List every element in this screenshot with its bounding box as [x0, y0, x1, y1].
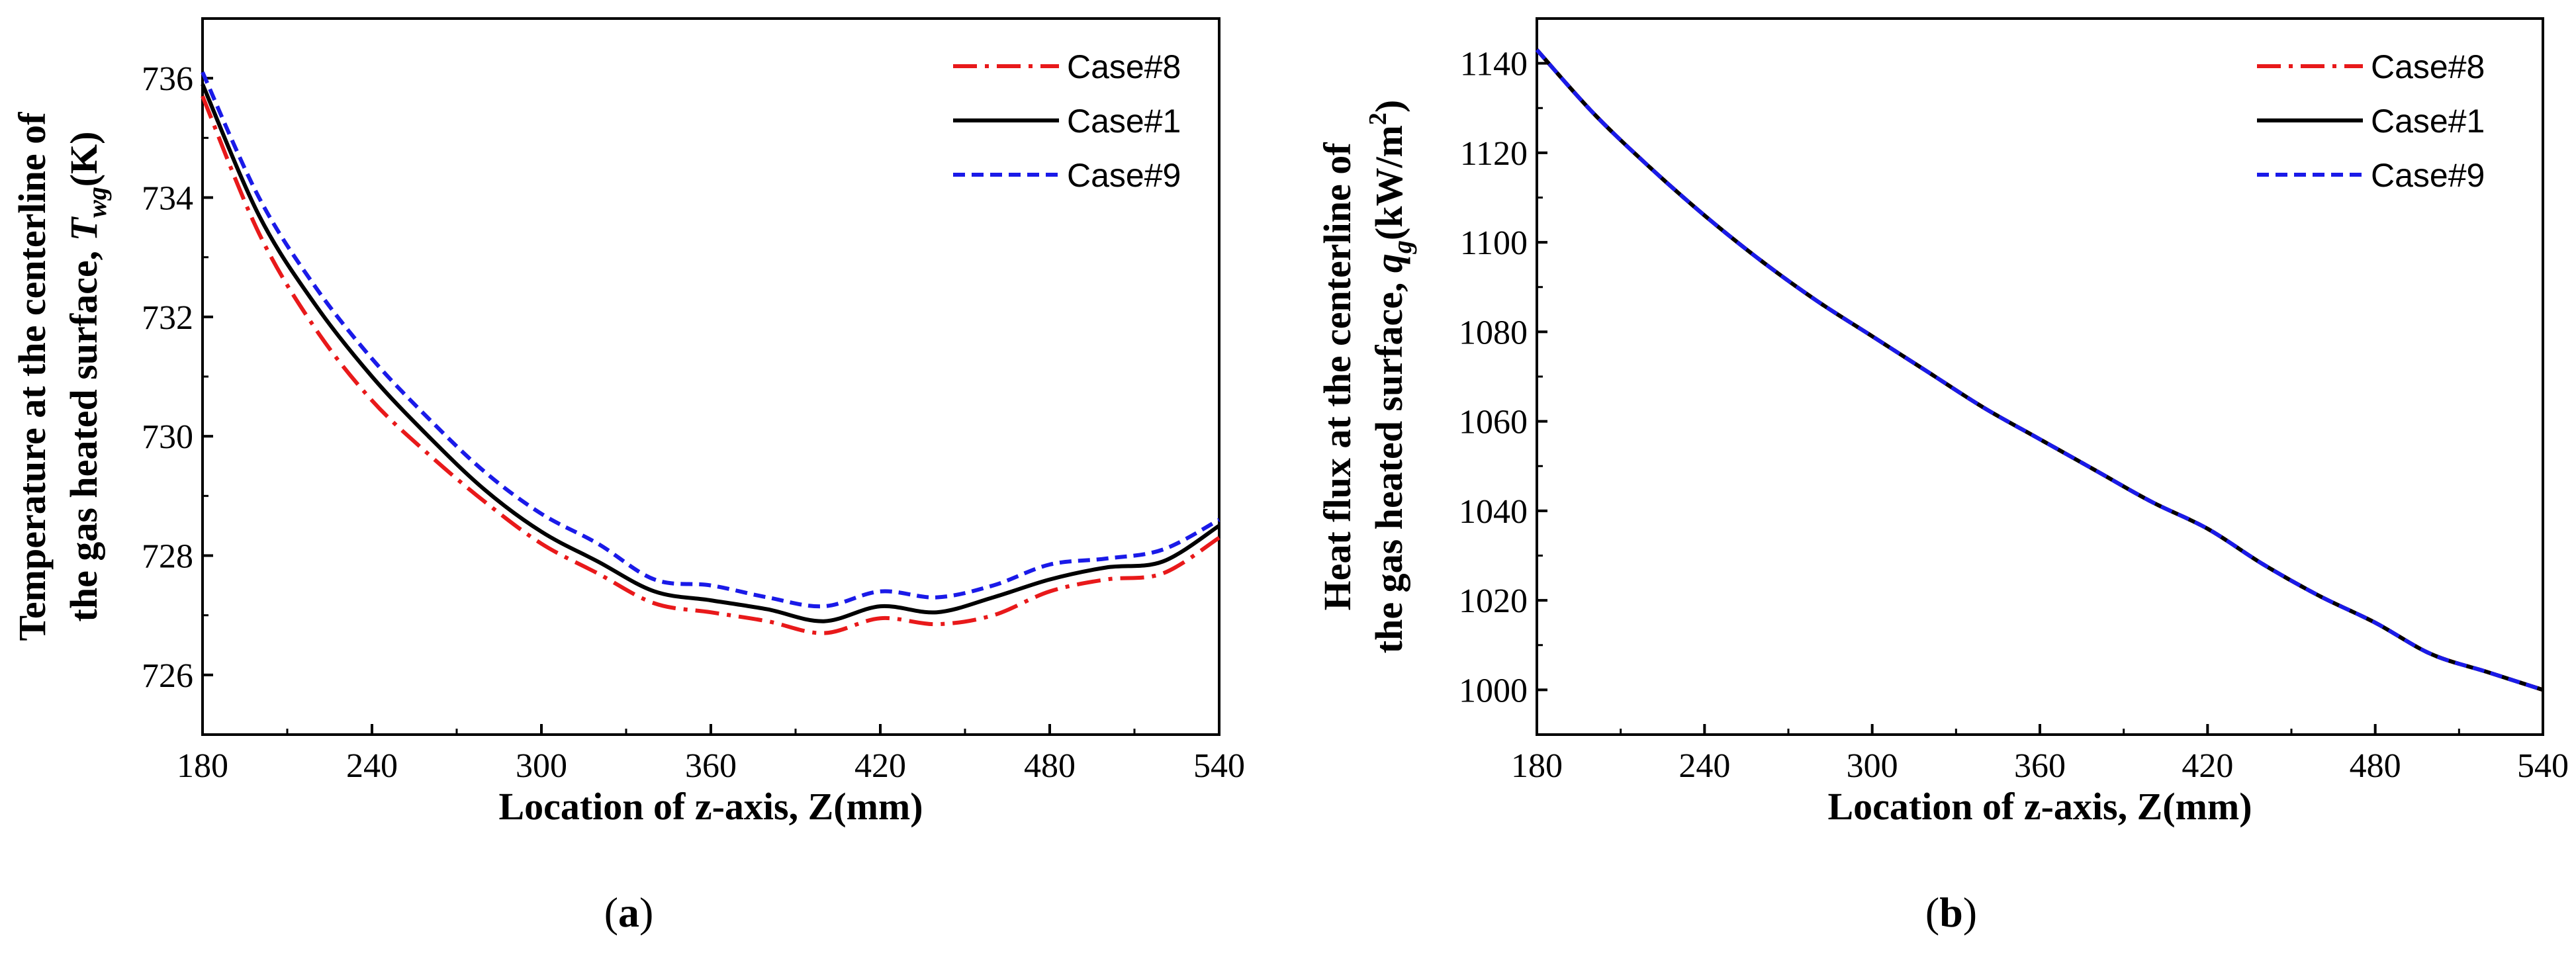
y-axis-symbol: T	[62, 216, 105, 241]
series-line-case1	[201, 83, 1220, 623]
series-line-case9	[201, 71, 1220, 609]
y-axis-title: Temperature at the centerline of the gas…	[11, 112, 112, 641]
y-tick-label: 1080	[1459, 314, 1528, 351]
y-axis-ticks: 726 728 730 732 734 736	[142, 60, 213, 695]
x-tick-label: 540	[1193, 747, 1245, 785]
y-axis-title-line2: the gas heated surface,	[1367, 273, 1410, 653]
panel-caption-b: (b)	[1925, 889, 1977, 936]
y-axis-unit: (K)	[62, 132, 105, 187]
legend-label: Case#9	[1067, 157, 1181, 194]
y-axis-unit-suffix: )	[1367, 100, 1410, 113]
x-tick-label: 540	[2517, 747, 2569, 785]
x-tick-label: 300	[516, 747, 567, 785]
x-axis-ticks: 180 240 300 360 420 480 540	[1511, 724, 2569, 785]
legend-label: Case#8	[1067, 48, 1181, 85]
y-tick-label: 1120	[1460, 135, 1528, 173]
y-tick-label: 1040	[1459, 493, 1528, 531]
y-axis-symbol: q	[1367, 253, 1410, 273]
y-tick-label: 1060	[1459, 404, 1528, 441]
series-line-case9	[1535, 48, 2544, 692]
x-tick-label: 480	[1024, 747, 1076, 785]
y-tick-label: 726	[142, 657, 193, 695]
svg-text:the gas heated surface, Twg(K): the gas heated surface, Twg(K)	[62, 132, 112, 622]
svg-text:Temperature at the centerline: Temperature at the centerline of	[11, 112, 54, 641]
legend-label: Case#8	[2371, 48, 2485, 85]
y-axis-subscript: wg	[82, 187, 112, 218]
y-axis-title-line2: the gas heated surface,	[62, 241, 105, 621]
y-axis-title-line1: Temperature at the centerline of	[11, 112, 54, 641]
y-tick-label: 1100	[1460, 224, 1528, 262]
y-tick-label: 736	[142, 60, 193, 98]
x-axis-title: Location of z-axis, Z(mm)	[498, 785, 923, 828]
panel-caption-a: (a)	[604, 889, 654, 936]
x-tick-label: 420	[2182, 747, 2233, 785]
x-tick-label: 480	[2350, 747, 2401, 785]
chart-panel-b: 180 240 300 360 420 480 540 100010201040106010…	[1316, 17, 2569, 936]
series-lines	[1535, 48, 2544, 692]
svg-text:the gas heated surface, qg(kW/: the gas heated surface, qg(kW/m2)	[1364, 100, 1417, 653]
y-tick-label: 730	[142, 418, 193, 456]
svg-text:Heat flux at the centerline of: Heat flux at the centerline of	[1316, 142, 1359, 611]
y-tick-label: 1140	[1460, 46, 1528, 83]
x-tick-label: 180	[1511, 747, 1563, 785]
x-tick-label: 360	[2014, 747, 2066, 785]
legend-label: Case#1	[1067, 103, 1181, 140]
x-tick-label: 360	[685, 747, 737, 785]
y-axis-title: Heat flux at the centerline of the gas h…	[1316, 100, 1417, 653]
y-tick-label: 734	[142, 180, 193, 218]
y-axis-ticks: 1000 1020 1040 1060 1080 1100 1120 1140	[1459, 46, 1547, 709]
y-axis-subscript: g	[1387, 240, 1417, 254]
y-tick-label: 728	[142, 538, 193, 576]
x-axis-title: Location of z-axis, Z(mm)	[1827, 785, 2252, 828]
series-line-case8	[1535, 48, 2544, 692]
chart-panel-a: 180 240 300 360 420 480 540 726 728 730 732 734 736…	[11, 17, 1245, 936]
x-tick-label: 300	[1847, 747, 1898, 785]
y-axis-title-line1: Heat flux at the centerline of	[1316, 142, 1359, 611]
series-line-case8	[201, 95, 1220, 635]
y-tick-label: 1020	[1459, 582, 1528, 620]
x-tick-label: 180	[177, 747, 228, 785]
x-tick-label: 240	[346, 747, 398, 785]
legend-label: Case#9	[2371, 157, 2485, 194]
series-line-case1	[1535, 48, 2544, 692]
y-tick-label: 1000	[1459, 672, 1528, 709]
x-axis-ticks: 180 240 300 360 420 480 540	[177, 724, 1245, 785]
y-axis-unit-superscript: 2	[1364, 113, 1392, 125]
legend: Case#8 Case#1 Case#9	[2257, 48, 2485, 194]
legend-label: Case#1	[2371, 103, 2485, 140]
y-axis-unit-prefix: (kW/m	[1367, 125, 1410, 240]
series-lines	[201, 71, 1220, 635]
y-tick-label: 732	[142, 299, 193, 337]
x-tick-label: 420	[854, 747, 906, 785]
x-tick-label: 240	[1679, 747, 1730, 785]
legend: Case#8 Case#1 Case#9	[953, 48, 1181, 194]
